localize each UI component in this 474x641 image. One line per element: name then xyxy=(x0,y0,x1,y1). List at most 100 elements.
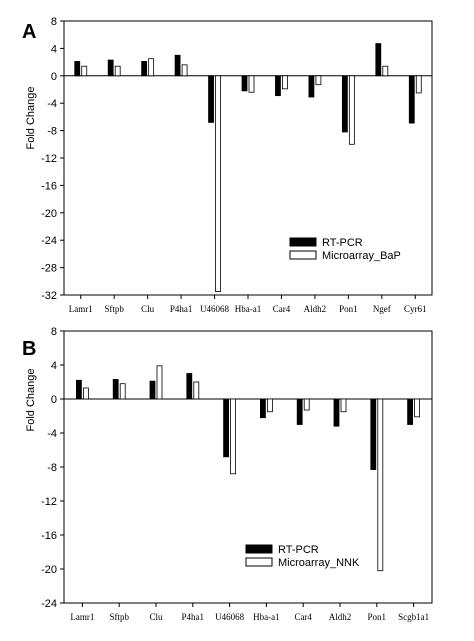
y-tick-label: 0 xyxy=(51,394,57,406)
bar-rt-pcr xyxy=(259,398,266,419)
x-category-label: Sftpb xyxy=(109,612,129,622)
x-category-label: Cyr61 xyxy=(404,304,427,314)
y-tick-label: -20 xyxy=(41,208,57,220)
bar-microarray xyxy=(181,64,188,77)
x-category-label: Hba-a1 xyxy=(235,304,262,314)
bar-microarray xyxy=(156,365,163,400)
bar-rt-pcr xyxy=(141,61,148,77)
bar-microarray xyxy=(348,75,355,145)
bar-microarray xyxy=(315,75,322,86)
y-tick-label: 4 xyxy=(51,360,57,372)
bar-microarray xyxy=(248,75,255,93)
x-category-label: U46068 xyxy=(215,612,244,622)
bar-microarray xyxy=(83,387,89,400)
bar-microarray xyxy=(415,75,422,94)
plot-area-b: 8 4 0 -4 -8 -12 -16 -20 -24 Lamr1 Sftpb Clu P4ha1 U46… xyxy=(41,326,433,622)
x-category-label: Scgb1a1 xyxy=(398,612,429,622)
bar-rt-pcr xyxy=(375,43,382,77)
y-axis-label-a: Fold Change xyxy=(25,87,37,150)
bar-microarray xyxy=(215,75,221,292)
y-tick-label: 8 xyxy=(51,326,57,338)
x-category-label: U46068 xyxy=(200,304,229,314)
bar-rt-pcr xyxy=(308,75,315,98)
panel-label-a: A xyxy=(22,21,36,43)
bar-microarray xyxy=(340,398,347,413)
y-tick-label: -4 xyxy=(47,428,57,440)
bar-rt-pcr xyxy=(333,398,340,427)
y-tick-label: -32 xyxy=(41,290,57,302)
bar-microarray xyxy=(282,75,288,90)
x-category-label: Aldh2 xyxy=(304,304,327,314)
bar-rt-pcr xyxy=(341,75,348,133)
x-category-label: Aldh2 xyxy=(329,612,352,622)
bar-rt-pcr xyxy=(370,398,377,470)
bar-rt-pcr xyxy=(112,379,119,400)
y-tick-label: -8 xyxy=(47,462,57,474)
y-tick-label: 4 xyxy=(51,43,57,55)
bar-microarray xyxy=(114,65,121,77)
x-category-label: P4ha1 xyxy=(170,304,193,314)
y-tick-label: 8 xyxy=(51,16,57,28)
x-category-label: Clu xyxy=(141,304,155,314)
chart-panel-a: A Fold Change 8 4 0 -4 -8 -12 -16 -20 -24 -28 -32 L… xyxy=(22,16,433,314)
legend-entry: Microarray_NNK xyxy=(278,557,360,569)
bar-rt-pcr xyxy=(241,75,248,92)
legend-entry: RT-PCR xyxy=(322,237,363,249)
x-category-label: Pon1 xyxy=(368,612,387,622)
bar-rt-pcr xyxy=(149,380,156,400)
y-tick-label: -12 xyxy=(41,496,57,508)
bar-rt-pcr xyxy=(74,61,81,77)
y-tick-label: -20 xyxy=(41,564,57,576)
x-category-label: P4ha1 xyxy=(182,612,205,622)
bar-microarray xyxy=(266,398,273,413)
legend-swatch xyxy=(289,250,317,260)
bar-rt-pcr xyxy=(296,398,303,425)
x-category-label: Hba-a1 xyxy=(253,612,280,622)
bar-microarray xyxy=(148,58,155,77)
y-tick-label: -24 xyxy=(41,235,57,247)
bar-microarray xyxy=(377,398,384,572)
y-tick-label: -16 xyxy=(41,530,57,542)
y-tick-label: -8 xyxy=(47,126,57,138)
x-category-label: Pon1 xyxy=(339,304,358,314)
bar-rt-pcr xyxy=(186,373,193,400)
legend-swatch xyxy=(245,544,273,554)
plot-area-a: 8 4 0 -4 -8 -12 -16 -20 -24 -28 -32 Lamr1 Sftpb Clu P4… xyxy=(41,16,433,314)
bar-rt-pcr xyxy=(408,75,415,124)
bar-rt-pcr xyxy=(107,59,114,77)
x-category-label: Lamr1 xyxy=(70,612,94,622)
bar-microarray xyxy=(193,381,200,400)
bar-rt-pcr xyxy=(407,398,414,425)
panel-label-b: B xyxy=(22,338,36,360)
x-category-label: Ngef xyxy=(373,304,391,314)
bar-microarray xyxy=(303,398,310,411)
legend-entry: Microarray_BaP xyxy=(322,250,401,262)
y-tick-label: -16 xyxy=(41,180,57,192)
x-category-label: Clu xyxy=(149,612,163,622)
x-category-label: Car4 xyxy=(294,612,312,622)
x-category-label: Lamr1 xyxy=(69,304,93,314)
y-axis-label-b: Fold Change xyxy=(25,369,37,432)
chart-panel-b: B Fold Change 8 4 0 -4 -8 -12 -16 -20 -24 Lamr1 Sf… xyxy=(22,326,433,622)
x-category-label: Car4 xyxy=(273,304,291,314)
x-category-label: Sftpb xyxy=(104,304,124,314)
bar-rt-pcr xyxy=(223,398,230,458)
y-tick-label: 0 xyxy=(51,71,57,83)
bar-microarray xyxy=(382,65,389,77)
y-tick-label: -28 xyxy=(41,263,57,275)
bar-rt-pcr xyxy=(275,75,281,97)
legend-entry: RT-PCR xyxy=(278,544,319,556)
bar-rt-pcr xyxy=(76,379,82,400)
bar-rt-pcr xyxy=(174,54,181,77)
y-tick-label: -4 xyxy=(47,98,57,110)
bar-microarray xyxy=(81,65,88,77)
legend-swatch xyxy=(245,557,273,567)
bar-microarray xyxy=(119,383,126,400)
y-tick-label: -12 xyxy=(41,153,57,165)
legend-swatch xyxy=(289,237,317,247)
bar-microarray xyxy=(414,398,421,418)
y-tick-label: -24 xyxy=(41,598,57,610)
bar-rt-pcr xyxy=(208,75,214,123)
bar-microarray xyxy=(230,398,237,475)
